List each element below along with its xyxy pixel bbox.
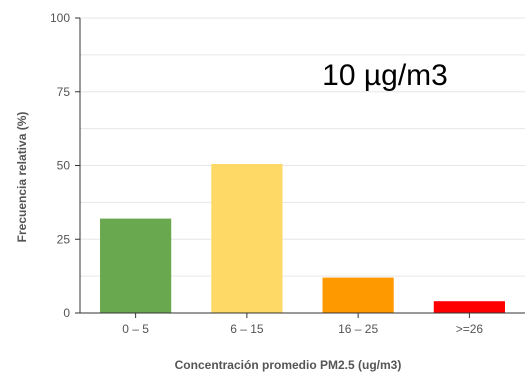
y-tick-label: 50	[57, 159, 71, 173]
x-axis-label: Concentración promedio PM2.5 (ug/m3)	[175, 358, 402, 372]
chart-annotation: 10 µg/m3	[322, 59, 448, 92]
y-tick-labels: 0 25 50 75 100	[50, 11, 80, 320]
y-axis-label: Frecuencia relativa (%)	[15, 112, 29, 243]
x-tick-label: >=26	[456, 322, 484, 336]
bar	[100, 218, 172, 313]
y-tick-label: 75	[57, 85, 71, 99]
bar	[322, 277, 394, 313]
x-tick-label: 16 – 25	[338, 322, 378, 336]
x-tick-labels: 0 – 5 6 – 15 16 – 25 >=26	[122, 313, 483, 336]
y-tick-label: 0	[63, 306, 70, 320]
y-tick-label: 100	[50, 11, 70, 25]
bars	[100, 164, 505, 313]
y-tick-label: 25	[57, 232, 71, 246]
bar	[211, 164, 283, 313]
bar	[433, 301, 505, 313]
x-tick-label: 0 – 5	[122, 322, 149, 336]
x-tick-label: 6 – 15	[230, 322, 264, 336]
